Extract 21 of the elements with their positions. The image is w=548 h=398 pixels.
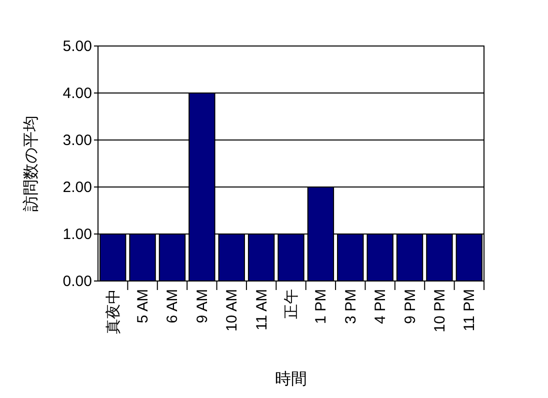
x-tick-label: 1 PM (312, 289, 330, 324)
x-axis-title: 時間 (275, 370, 307, 388)
y-axis-title: 訪問数の平均 (22, 116, 40, 212)
x-tick-label: 5 AM (134, 289, 152, 324)
y-tick-label: 4.00 (62, 85, 92, 102)
y-tick-label: 3.00 (62, 132, 92, 149)
x-tick-label: 正午 (283, 289, 300, 319)
y-tick-label: 0.00 (62, 273, 92, 290)
x-tick-label: 11 AM (253, 289, 270, 330)
x-tick-label: 3 PM (342, 289, 360, 324)
x-tick-label: 9 AM (194, 289, 211, 324)
x-tick-label: 真夜中 (104, 289, 122, 334)
x-tick-label: 11 PM (461, 289, 478, 332)
x-tick-label: 10 AM (224, 289, 241, 332)
y-tick-label: 2.00 (62, 179, 92, 196)
y-tick-label: 5.00 (62, 38, 92, 55)
x-tick-label: 6 AM (164, 289, 182, 324)
x-tick-label: 4 PM (372, 289, 390, 324)
x-tick-label: 9 PM (402, 289, 419, 324)
y-tick-label: 1.00 (62, 226, 92, 243)
x-tick-label: 10 PM (431, 289, 448, 332)
